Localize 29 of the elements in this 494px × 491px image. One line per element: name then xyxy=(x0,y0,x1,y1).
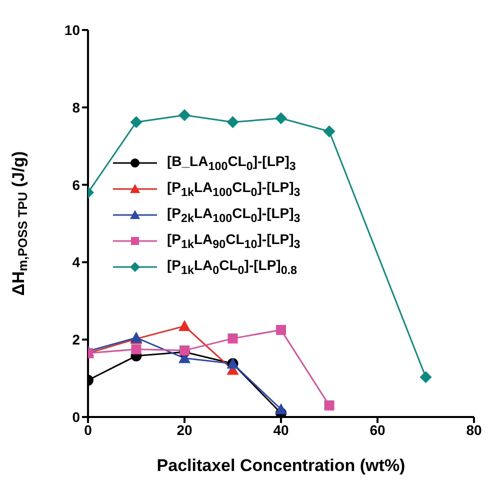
y-tick-label: 2 xyxy=(72,332,80,348)
y-tick-label: 8 xyxy=(72,99,80,116)
point xyxy=(226,116,239,128)
point xyxy=(323,125,336,138)
x-axis-title: Paclitaxel Concentration (wt%) xyxy=(156,456,406,475)
point xyxy=(131,344,142,354)
x-tick-label: 60 xyxy=(370,422,386,438)
point xyxy=(275,403,287,414)
legend-label: [P$_{1k}$LA$_{90}$CL$_{10}$]-[LP]$_{3}$ xyxy=(167,231,300,251)
y-tick-label: 6 xyxy=(72,176,80,193)
y-tick-label: 0 xyxy=(72,408,80,425)
point xyxy=(275,112,287,124)
legend-label: [P$_{1k}$LA$_{100}$CL$_{0}$]-[LP]$_{3}$ xyxy=(167,179,300,199)
legend-label: [P$_{2k}$LA$_{100}$CL$_{0}$]-[LP]$_{3}$ xyxy=(167,205,300,225)
y-tick-label: 4 xyxy=(72,254,80,270)
x-tick-label: 0 xyxy=(84,422,92,438)
x-tick-label: 20 xyxy=(176,422,192,438)
x-tick-label: 80 xyxy=(466,422,482,438)
point xyxy=(130,116,142,128)
legend-label: [P$_{1k}$LA$_{0}$CL$_{0}$]-[LP]$_{0.8}$ xyxy=(167,257,298,277)
point xyxy=(324,400,334,410)
x-tick-label: 40 xyxy=(273,422,289,438)
point xyxy=(228,333,238,344)
legend-label: [B_LA$_{100}$CL$_{0}$]-[LP]$_{3}$ xyxy=(167,153,296,173)
point xyxy=(276,324,286,335)
point xyxy=(178,109,190,122)
point xyxy=(178,320,190,332)
y-tick-label: 10 xyxy=(64,22,80,38)
point xyxy=(420,371,432,384)
